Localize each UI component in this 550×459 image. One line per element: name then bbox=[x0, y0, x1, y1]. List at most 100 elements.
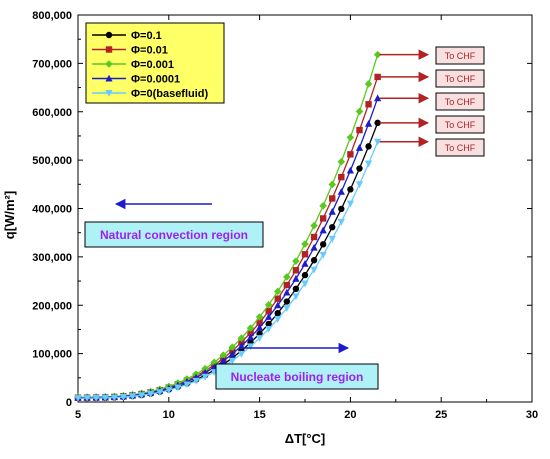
legend-label: Φ=0.01 bbox=[131, 45, 168, 57]
data-point bbox=[329, 195, 336, 202]
legend: Φ=0.1 Φ=0.01 Φ=0.001 Φ=0.0001 Φ=0(basefluid) bbox=[85, 22, 225, 104]
data-point bbox=[237, 350, 246, 358]
data-point bbox=[356, 165, 363, 172]
y-axis-label: q[W/m²] bbox=[2, 191, 17, 239]
data-point bbox=[355, 107, 364, 116]
data-point bbox=[301, 240, 309, 248]
data-point bbox=[237, 334, 246, 342]
series-line bbox=[77, 54, 379, 398]
data-point bbox=[110, 394, 118, 402]
legend-item: Φ=0.001 bbox=[92, 59, 174, 71]
data-point bbox=[364, 160, 373, 168]
data-point bbox=[319, 226, 327, 234]
data-point bbox=[119, 394, 127, 401]
data-point bbox=[319, 241, 327, 248]
data-point bbox=[92, 395, 100, 402]
data-point bbox=[246, 333, 255, 341]
legend-item: Φ=0(basefluid) bbox=[92, 88, 209, 100]
legend-label: Φ=0.1 bbox=[131, 30, 162, 42]
data-point bbox=[274, 316, 282, 323]
natural-convection-annotation: Natural convection region bbox=[84, 198, 264, 248]
data-point bbox=[365, 101, 372, 108]
data-point bbox=[301, 259, 309, 267]
data-point bbox=[310, 221, 318, 230]
data-point bbox=[310, 257, 318, 264]
legend-item: Φ=0.0001 bbox=[92, 74, 180, 86]
data-point bbox=[373, 50, 382, 59]
chf-label: To CHF bbox=[445, 97, 476, 107]
legend-marker bbox=[105, 46, 113, 53]
data-point bbox=[265, 313, 273, 320]
chf-annotation: To CHF bbox=[379, 115, 485, 134]
chf-annotation: To CHF bbox=[379, 92, 485, 111]
data-point bbox=[355, 181, 364, 189]
chf-label: To CHF bbox=[445, 51, 476, 61]
data-point bbox=[346, 133, 355, 142]
legend-marker bbox=[105, 31, 113, 39]
data-point bbox=[355, 144, 364, 151]
chf-box bbox=[435, 46, 485, 65]
data-point bbox=[74, 395, 82, 402]
legend-marker bbox=[105, 74, 113, 82]
natural-convection-box bbox=[84, 221, 264, 248]
data-point bbox=[128, 393, 137, 401]
nucleate-boiling-box bbox=[215, 363, 379, 390]
chf-box bbox=[435, 69, 485, 88]
data-point bbox=[228, 343, 237, 351]
data-point bbox=[101, 394, 109, 402]
data-point bbox=[228, 350, 236, 357]
x-tick-label: 15 bbox=[253, 409, 265, 421]
chf-label: To CHF bbox=[445, 120, 476, 130]
data-point bbox=[310, 266, 318, 274]
data-point bbox=[174, 384, 182, 392]
data-point bbox=[356, 126, 363, 134]
data-point bbox=[265, 320, 272, 328]
data-point bbox=[319, 251, 327, 259]
natural-convection-label: Natural convection region bbox=[100, 228, 248, 242]
data-point bbox=[228, 357, 236, 365]
y-tick-label: 300,000 bbox=[32, 252, 72, 264]
data-point bbox=[147, 390, 155, 398]
data-point bbox=[274, 309, 281, 317]
x-tick-label: 20 bbox=[344, 409, 356, 421]
legend-label: Φ=0(basefluid) bbox=[131, 88, 209, 100]
data-point bbox=[256, 335, 264, 342]
y-tick-label: 400,000 bbox=[32, 204, 72, 216]
x-tick-label: 25 bbox=[435, 409, 447, 421]
data-point bbox=[301, 251, 309, 258]
data-point bbox=[247, 329, 254, 337]
legend-label: Φ=0.0001 bbox=[131, 74, 180, 86]
chf-box bbox=[435, 138, 485, 157]
data-point bbox=[374, 73, 381, 81]
series-line bbox=[77, 97, 379, 399]
x-tick-label: 10 bbox=[163, 409, 175, 421]
data-point bbox=[301, 271, 309, 279]
x-axis: 5 10 15 20 25 30 bbox=[75, 15, 538, 421]
data-point bbox=[364, 80, 373, 88]
chf-annotation: To CHF bbox=[379, 46, 485, 65]
data-point bbox=[201, 373, 209, 381]
data-point bbox=[83, 395, 91, 402]
data-point bbox=[264, 301, 273, 309]
legend-label: Φ=0.001 bbox=[131, 59, 174, 71]
data-point bbox=[337, 218, 345, 226]
data-point bbox=[274, 295, 281, 302]
y-tick-label: 0 bbox=[66, 397, 72, 409]
series-1 bbox=[74, 119, 381, 402]
data-point bbox=[201, 364, 209, 373]
data-point bbox=[374, 119, 381, 127]
data-point bbox=[301, 280, 309, 288]
legend-item: Φ=0.01 bbox=[92, 45, 168, 57]
data-point bbox=[337, 187, 345, 195]
data-point bbox=[273, 287, 282, 296]
nucleate-boiling-annotation: Nucleate boiling region bbox=[215, 342, 379, 390]
chf-box bbox=[435, 115, 485, 134]
data-point bbox=[329, 224, 336, 231]
data-point bbox=[246, 343, 255, 351]
data-point bbox=[374, 138, 382, 146]
data-point bbox=[255, 313, 264, 321]
data-point bbox=[210, 358, 218, 367]
data-point bbox=[292, 274, 300, 282]
data-point bbox=[274, 301, 282, 309]
